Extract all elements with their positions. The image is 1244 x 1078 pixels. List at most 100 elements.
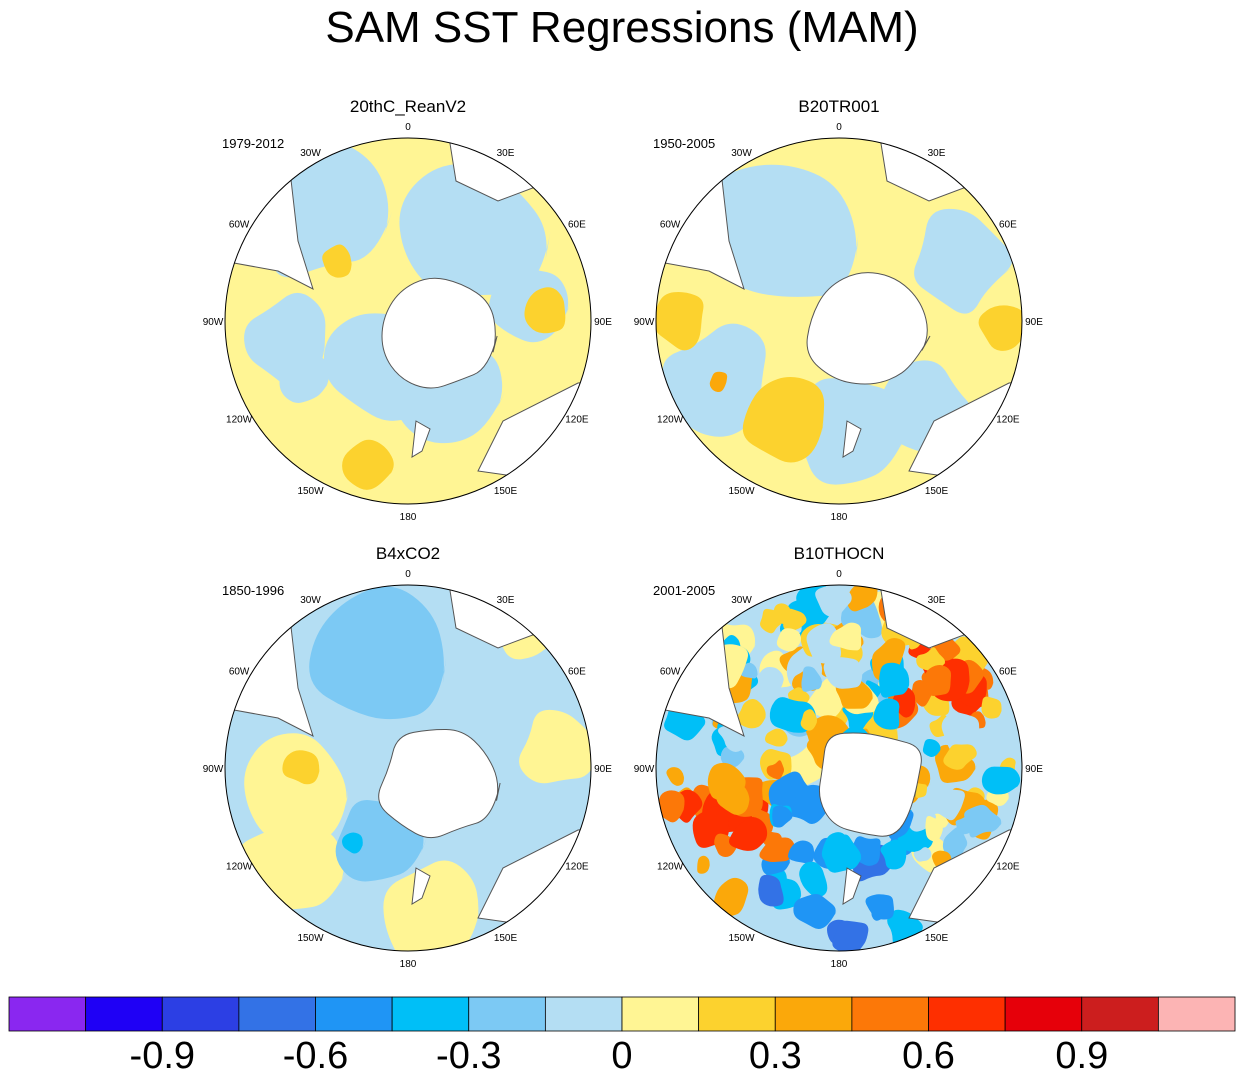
colorbar-swatch (8, 996, 87, 1032)
contour-region (758, 874, 784, 907)
longitude-label: 150E (925, 933, 949, 944)
contour-region (399, 163, 551, 296)
contour-region (666, 767, 685, 786)
contour-region (793, 893, 838, 929)
longitude-label: 120W (657, 862, 684, 873)
new-zealand-land (411, 867, 431, 905)
colorbar-swatch (621, 996, 700, 1032)
contour-region (879, 662, 910, 698)
colorbar-tick-label: 0.9 (1055, 1035, 1108, 1077)
contour-region (713, 877, 749, 917)
contour-region (282, 750, 320, 785)
contour-region (783, 608, 808, 632)
longitude-label: 120E (565, 862, 589, 873)
longitude-label: 60W (660, 667, 681, 678)
contour-region (709, 371, 728, 393)
contour-region (925, 815, 944, 842)
contour-region (764, 728, 789, 747)
longitude-label: 120W (657, 415, 684, 426)
contour-region (322, 244, 352, 278)
contour-region (742, 376, 825, 463)
contour-region (656, 292, 704, 351)
new-zealand-land (411, 420, 431, 458)
contour-region (759, 608, 787, 634)
contour-region (981, 696, 1002, 719)
longitude-label: 180 (400, 959, 417, 970)
longitude-label: 90E (594, 317, 612, 328)
longitude-label: 90W (634, 764, 655, 775)
contour-region (279, 352, 330, 403)
antarctica-land (806, 272, 931, 385)
contour-region (932, 788, 965, 821)
contour-region (800, 709, 818, 731)
longitude-label: 150W (297, 933, 324, 944)
contour-region (865, 894, 895, 920)
longitude-label: 60E (568, 667, 586, 678)
longitude-label: 30W (731, 595, 752, 606)
longitude-label: 30E (928, 595, 946, 606)
contour-region (776, 628, 802, 652)
colorbar-tick-label: 0.3 (749, 1035, 802, 1077)
panel-period: 2001-2005 (653, 583, 715, 598)
contour-region (846, 585, 878, 612)
colorbar-tick-label: -0.6 (283, 1035, 348, 1077)
longitude-label: 120W (226, 415, 253, 426)
longitude-label: 150W (297, 486, 324, 497)
map-boundary (655, 584, 1023, 952)
longitude-label: 90W (203, 317, 224, 328)
contour-region (832, 920, 869, 951)
map-panel-3: B4xCO2 1850-1996 0 30E 60E 90E 120E 150E 180 150W… (203, 544, 613, 970)
contour-region (805, 676, 846, 719)
colorbar-swatch (161, 996, 240, 1032)
colorbar-tick-label: -0.3 (436, 1035, 501, 1077)
longitude-label: 30W (300, 595, 321, 606)
colorbar-swatch (315, 996, 393, 1032)
longitude-label: 90E (594, 764, 612, 775)
colorbar-swatch (85, 996, 163, 1032)
panel-period: 1850-1996 (222, 583, 284, 598)
contour-region (823, 657, 863, 689)
contour-region (697, 855, 710, 874)
longitude-label: 30E (497, 148, 515, 159)
new-zealand-land (842, 420, 862, 458)
longitude-label: 60W (229, 667, 250, 678)
longitude-label: 30E (497, 595, 515, 606)
contour-region (707, 762, 748, 800)
contour-region (981, 766, 1022, 795)
colorbar-swatch (928, 996, 1006, 1032)
contour-region (342, 832, 364, 854)
longitude-label: 30E (928, 148, 946, 159)
map-panel-2: B20TR001 1950-2005 0 30E 60E 90E 120E 150E 180 15… (634, 97, 1044, 523)
contour-region (914, 208, 1020, 314)
longitude-label: 60W (660, 220, 681, 231)
longitude-label: 120E (996, 415, 1020, 426)
colorbar-tick-label: 0 (611, 1035, 632, 1077)
contour-region (923, 664, 952, 696)
panel-title: 20thC_ReanV2 (350, 97, 466, 116)
longitude-label: 0 (836, 569, 842, 580)
longitude-label: 150E (925, 486, 949, 497)
contour-region (736, 699, 767, 729)
contour-region (801, 666, 823, 692)
longitude-label: 90W (634, 317, 655, 328)
contour-region (941, 712, 981, 753)
colorbar-swatch (468, 996, 546, 1032)
contour-region (766, 760, 785, 780)
contour-region (916, 647, 947, 671)
panel-title: B20TR001 (798, 97, 879, 116)
longitude-label: 60E (568, 220, 586, 231)
colorbar-swatch (1004, 996, 1083, 1032)
panel-title: B10THOCN (794, 544, 885, 563)
longitude-label: 0 (405, 122, 411, 133)
longitude-label: 150W (728, 486, 755, 497)
chart-title: SAM SST Regressions (MAM) (325, 3, 918, 52)
panel-period: 1979-2012 (222, 136, 284, 151)
longitude-label: 0 (405, 569, 411, 580)
contour-region (342, 439, 397, 490)
contour-region (799, 861, 828, 898)
contour-region (756, 666, 784, 693)
colorbar-swatch (544, 996, 623, 1032)
longitude-label: 150E (494, 933, 518, 944)
longitude-label: 120E (996, 862, 1020, 873)
